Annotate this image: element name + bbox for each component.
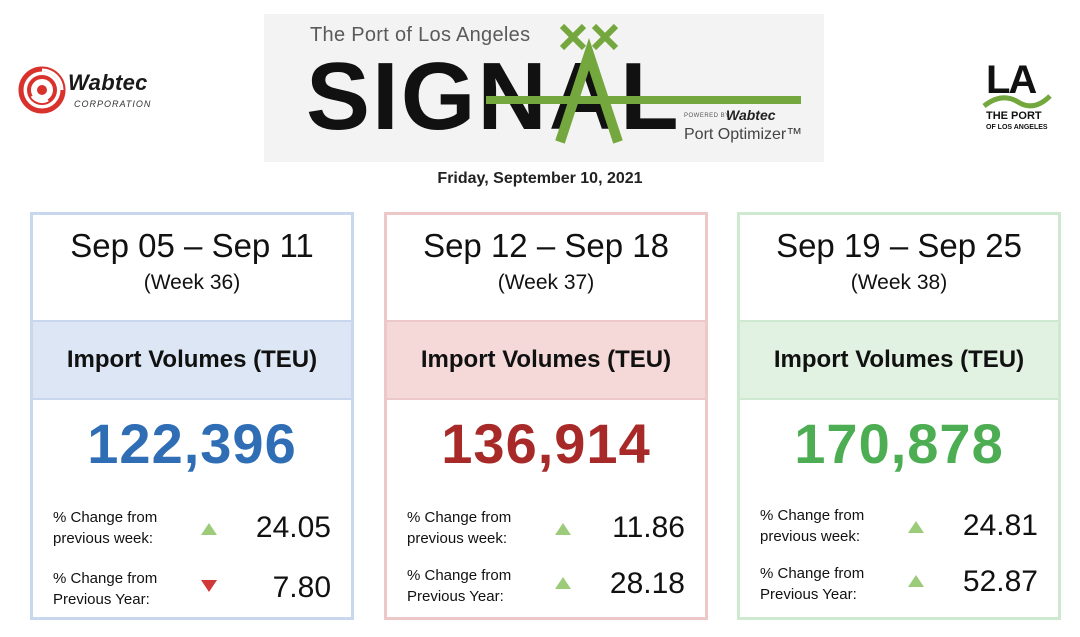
week-card-36: Sep 05 – Sep 11 (Week 36) Import Volumes…: [30, 212, 354, 620]
week-number: (Week 38): [850, 271, 948, 294]
change-prev-year-value: 28.18: [609, 567, 685, 600]
change-prev-year-label: % Change from Previous Year:: [53, 568, 157, 610]
report-date: Friday, September 10, 2021: [437, 170, 643, 187]
change-arrow-icon: [908, 575, 924, 589]
la-wave-icon: [982, 94, 1052, 109]
label-line: % Change from: [407, 567, 512, 584]
change-prev-week-label: % Change from previous week:: [53, 507, 157, 549]
change-prev-week-value: 24.05: [255, 511, 331, 544]
change-arrow-icon: [908, 521, 924, 535]
banner-powered-by: POWERED BY: [684, 113, 730, 119]
card-divider: [387, 398, 705, 400]
card-divider: [387, 320, 705, 322]
wabtec-logo: Wabtec CORPORATION: [18, 62, 168, 118]
label-line: previous week:: [407, 530, 508, 547]
la-logo-mark: LA: [986, 58, 1037, 102]
label-line: % Change from: [760, 507, 865, 524]
label-line: previous week:: [760, 528, 861, 545]
card-divider: [740, 320, 1058, 322]
change-prev-week-value: 24.81: [962, 509, 1038, 542]
la-logo-line2: OF LOS ANGELES: [986, 124, 1048, 131]
change-arrow-icon: [555, 523, 571, 537]
change-arrow-icon: [201, 580, 217, 594]
import-volumes-heading: Import Volumes (TEU): [33, 322, 351, 398]
port-of-la-logo: LA THE PORT OF LOS ANGELES: [980, 58, 1060, 138]
import-volume-value: 136,914: [441, 412, 651, 475]
banner-powered-brand: Wabtec: [726, 107, 776, 123]
week-number: (Week 36): [143, 271, 241, 294]
card-divider: [33, 398, 351, 400]
signal-graphic-icon: [486, 23, 801, 144]
wabtec-logo-name: Wabtec: [68, 70, 148, 95]
change-prev-week-label: % Change from previous week:: [407, 507, 511, 549]
change-arrow-icon: [201, 523, 217, 537]
week-date-range: Sep 12 – Sep 18: [423, 227, 669, 264]
import-volume-value: 170,878: [794, 412, 1004, 475]
week-card-37: Sep 12 – Sep 18 (Week 37) Import Volumes…: [384, 212, 708, 620]
change-prev-year-value: 7.80: [272, 571, 331, 604]
wabtec-logo-subtitle: CORPORATION: [74, 99, 152, 109]
banner-port-name: The Port of Los Angeles: [310, 24, 531, 46]
la-logo-line1: THE PORT: [986, 110, 1042, 122]
banner-product-name: Port Optimizer™: [684, 126, 803, 143]
label-line: Previous Year:: [760, 586, 857, 603]
label-line: previous week:: [53, 530, 154, 547]
label-line: % Change from: [760, 565, 865, 582]
change-prev-year-value: 52.87: [962, 565, 1038, 598]
card-divider: [33, 320, 351, 322]
week-date-range: Sep 05 – Sep 11: [70, 227, 314, 264]
week-number: (Week 37): [497, 271, 595, 294]
change-prev-week-value: 11.86: [612, 511, 685, 544]
label-line: Previous Year:: [407, 588, 504, 605]
import-volumes-heading: Import Volumes (TEU): [740, 322, 1058, 398]
import-volumes-heading: Import Volumes (TEU): [387, 322, 705, 398]
change-prev-year-label: % Change from Previous Year:: [407, 565, 511, 607]
label-line: % Change from: [53, 509, 158, 526]
week-date-range: Sep 19 – Sep 25: [776, 227, 1022, 264]
signal-banner: The Port of Los Angeles SIGNAL POWERED B…: [264, 14, 824, 162]
import-volume-value: 122,396: [87, 412, 297, 475]
change-arrow-icon: [555, 577, 571, 591]
week-card-38: Sep 19 – Sep 25 (Week 38) Import Volumes…: [737, 212, 1061, 620]
wabtec-swirl-icon: [18, 66, 66, 114]
change-prev-week-label: % Change from previous week:: [760, 505, 864, 547]
change-prev-year-label: % Change from Previous Year:: [760, 563, 864, 605]
label-line: Previous Year:: [53, 591, 150, 608]
label-line: % Change from: [53, 570, 158, 587]
card-divider: [740, 398, 1058, 400]
label-line: % Change from: [407, 509, 512, 526]
